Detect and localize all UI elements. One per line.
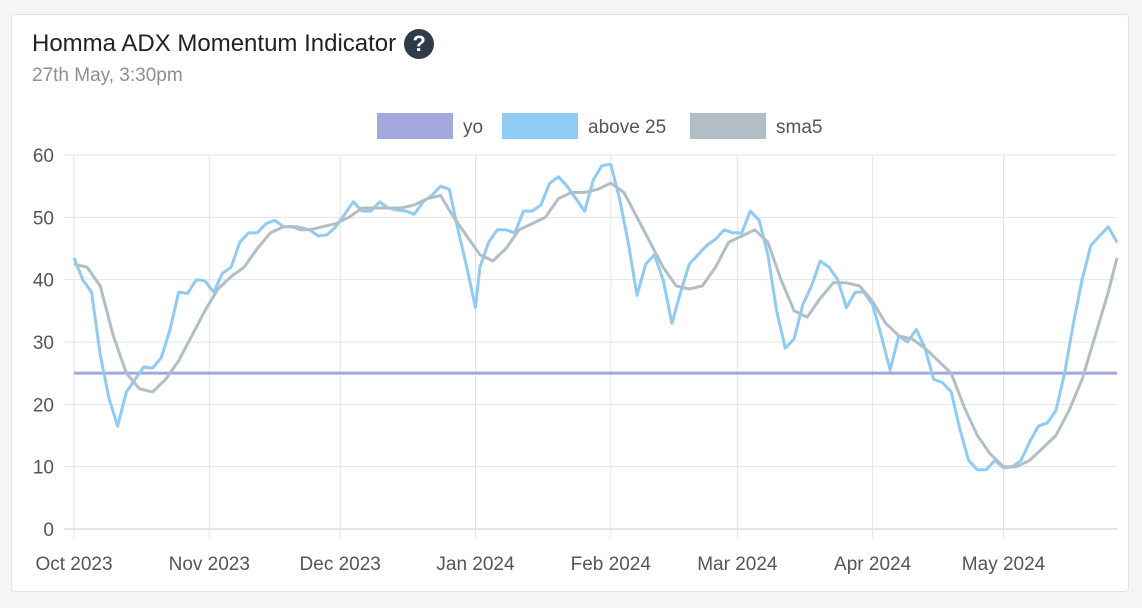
legend-swatch: [377, 113, 453, 139]
x-tick-label: May 2024: [962, 554, 1046, 575]
legend-swatch: [502, 113, 578, 139]
x-tick-label: Nov 2023: [169, 554, 250, 575]
y-tick-label: 30: [33, 333, 54, 354]
x-tick-label: Jan 2024: [436, 554, 515, 575]
series-line-above-25: [72, 162, 1119, 472]
legend-label: sma5: [776, 117, 822, 138]
y-tick-label: 0: [43, 520, 54, 541]
question-circle-icon[interactable]: ?: [404, 29, 435, 59]
x-tick-label: Mar 2024: [697, 554, 778, 575]
x-tick-label: Apr 2024: [834, 554, 912, 575]
legend-swatch: [690, 113, 766, 139]
series-line-sma5: [73, 181, 1119, 469]
y-tick-label: 40: [33, 271, 54, 292]
chart-card: Homma ADX Momentum Indicator ? 27th May,…: [11, 14, 1129, 592]
title-row: Homma ADX Momentum Indicator ?: [32, 29, 435, 59]
x-tick-label: Feb 2024: [571, 554, 652, 575]
chart-subtitle: 27th May, 3:30pm: [32, 65, 183, 86]
legend-label: above 25: [588, 117, 666, 138]
legend-label: yo: [463, 117, 483, 138]
y-tick-label: 20: [33, 395, 54, 416]
x-tick-label: Oct 2023: [35, 554, 112, 575]
x-tick-label: Dec 2023: [300, 554, 381, 575]
y-tick-label: 50: [33, 208, 54, 229]
y-tick-label: 10: [33, 458, 54, 479]
y-tick-label: 60: [33, 146, 54, 167]
chart-title: Homma ADX Momentum Indicator: [32, 30, 397, 57]
